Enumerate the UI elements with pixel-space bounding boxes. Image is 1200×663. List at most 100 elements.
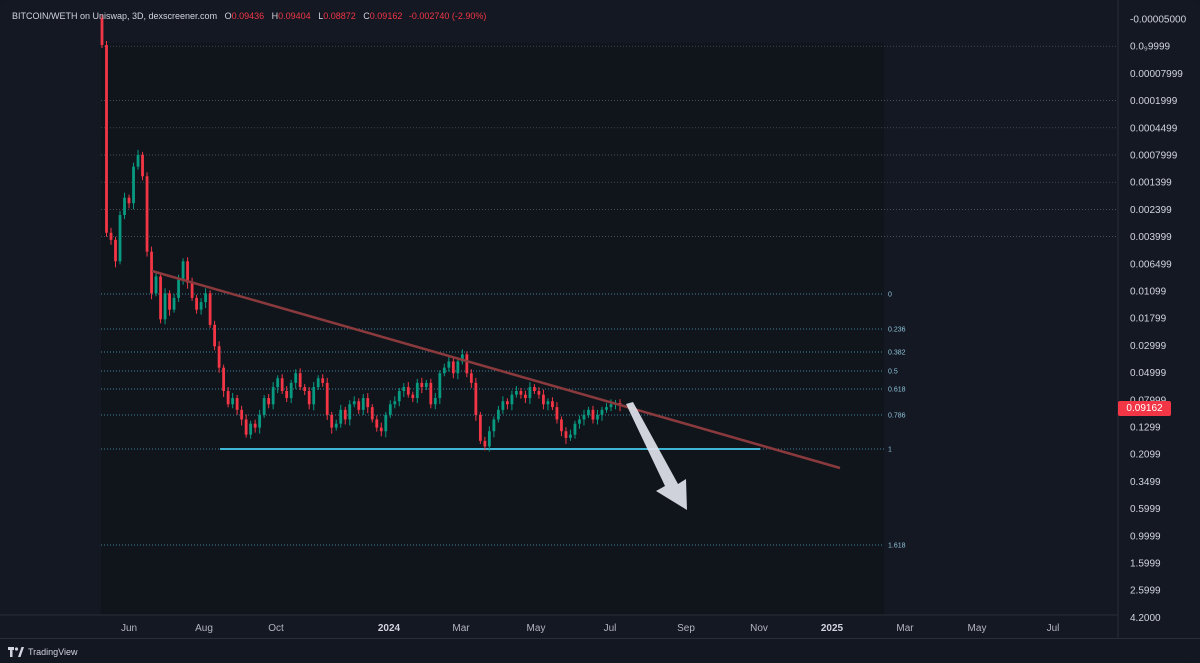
candle-body	[181, 261, 185, 280]
candle-body	[465, 354, 469, 374]
candle-body	[141, 154, 144, 177]
candle-body	[370, 407, 374, 420]
candle-body	[596, 414, 599, 420]
time-tick: May	[527, 623, 546, 634]
candle-body	[420, 382, 424, 388]
candle-body	[573, 423, 577, 435]
candle-body	[546, 401, 550, 405]
candle-body	[393, 401, 397, 405]
candle-body	[303, 387, 307, 392]
candle-body	[438, 373, 442, 399]
candle-body	[312, 387, 316, 405]
candle-body	[524, 394, 527, 399]
candle-body	[339, 409, 343, 424]
candle-body	[213, 324, 217, 347]
candle-body	[578, 419, 581, 424]
fib-level-label: 0	[888, 292, 892, 299]
open-value: 0.09436	[231, 11, 265, 21]
candle-body	[136, 154, 140, 167]
candle-body	[343, 409, 347, 420]
close-value: 0.09162	[369, 11, 403, 21]
tradingview-logo[interactable]: TradingView	[8, 645, 78, 659]
candle-body	[195, 297, 198, 310]
candle-body	[375, 419, 379, 428]
candle-body	[289, 382, 293, 399]
candle-body	[280, 378, 284, 392]
price-tick: 0.5999	[1130, 504, 1161, 515]
price-tick: -0.00005000	[1130, 15, 1187, 26]
fib-level-label: 1	[888, 447, 892, 454]
candle-body	[406, 387, 410, 395]
price-tick: 1.5999	[1130, 559, 1161, 570]
candle-body	[177, 279, 180, 298]
price-tick: 0.9999	[1130, 531, 1161, 542]
candle-body	[569, 434, 572, 438]
price-chart[interactable]: 0 0.236 0.382 0.5 0.618 0.786 1 1.618 -0.000050…	[0, 0, 1200, 638]
candle-body	[478, 414, 482, 441]
candle-body	[460, 354, 464, 362]
candle-body	[316, 378, 320, 388]
candle-body	[424, 382, 428, 388]
time-tick: Mar	[896, 623, 914, 634]
candle-body	[533, 387, 536, 392]
price-tick: 4.2000	[1130, 613, 1161, 624]
fib-zone	[101, 43, 884, 615]
candle-body	[276, 378, 280, 388]
candle-body	[433, 398, 437, 405]
fib-level-label: 0.236	[888, 327, 906, 334]
candle-body	[199, 302, 203, 310]
price-tick: 0.01799	[1130, 314, 1167, 325]
open-label: O	[224, 11, 232, 21]
down-arrow[interactable]	[626, 402, 687, 510]
price-tick: 0.0004499	[1130, 123, 1178, 134]
candle-body	[515, 391, 518, 395]
candle-body	[384, 414, 388, 432]
candle-body	[605, 407, 608, 410]
candle-body	[474, 382, 478, 415]
trendline[interactable]	[151, 269, 841, 470]
candle-body	[334, 423, 338, 428]
candle-body	[172, 297, 176, 310]
low-value: 0.08872	[323, 11, 356, 21]
candle-body	[456, 361, 460, 374]
price-tick: 0.1299	[1130, 423, 1161, 434]
last-price-label: 0.09162	[1118, 401, 1171, 416]
candle-body	[447, 361, 451, 368]
candle-body	[564, 431, 568, 438]
candle-body	[352, 401, 356, 405]
candle-body	[519, 391, 523, 395]
candle-body	[145, 176, 149, 252]
candle-body	[555, 407, 559, 420]
candle-body	[271, 387, 275, 405]
candle-body	[186, 261, 189, 283]
price-tick: 0.07999	[1130, 395, 1167, 406]
candle-body	[154, 276, 158, 294]
price-tick: 0.01099	[1130, 287, 1167, 298]
fib-level-label: 1.618	[888, 543, 906, 550]
candle-body	[123, 197, 126, 216]
price-tick: 0.002399	[1130, 205, 1172, 216]
price-tick: 0.0007999	[1130, 151, 1178, 162]
fib-retracement: 0 0.236 0.382 0.5 0.618 0.786 1 1.618	[101, 292, 906, 550]
candle-body	[159, 276, 162, 320]
price-tick: 0.02999	[1130, 341, 1167, 352]
candle-body	[325, 382, 329, 415]
price-tick: 0.00007999	[1130, 69, 1183, 80]
candle-body	[285, 391, 289, 399]
price-axis[interactable]: -0.00005000 0.0₉9999 0.00007999 0.0001999 0.…	[1130, 15, 1187, 624]
time-tick: 2024	[378, 623, 401, 634]
candle-body	[560, 419, 563, 432]
candle-body	[226, 391, 230, 405]
time-tick: Oct	[268, 623, 284, 634]
fib-level-label: 0.618	[888, 387, 906, 394]
high-label: H	[271, 11, 279, 21]
candle-body	[415, 382, 419, 399]
candle-body	[231, 398, 235, 405]
price-tick: 0.006499	[1130, 259, 1172, 270]
candle-body	[163, 293, 167, 320]
candle-body	[105, 45, 108, 233]
candle-body	[551, 401, 554, 408]
price-tick: 0.0₉9999	[1130, 42, 1171, 53]
time-axis[interactable]: Jun Aug Oct 2024 Mar May Jul Sep Nov 2025 Mar May Ju…	[121, 623, 1059, 634]
time-tick: Sep	[677, 623, 695, 634]
